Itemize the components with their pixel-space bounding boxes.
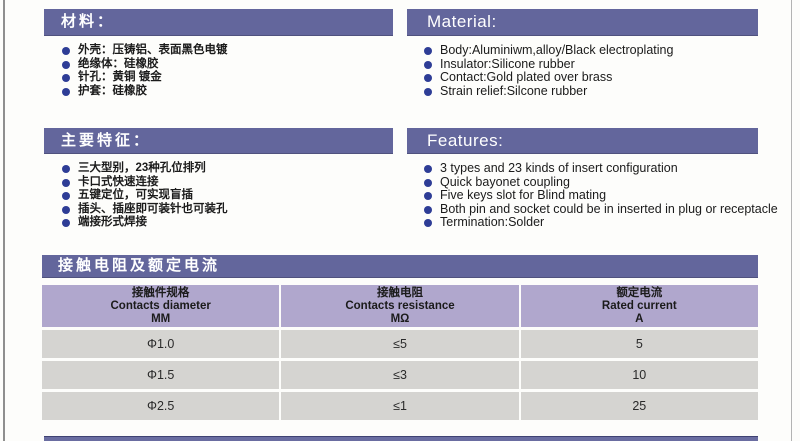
list-item: 插头、插座即可装针也可装孔: [62, 203, 228, 217]
next-section-bar-cutoff: [44, 436, 758, 441]
list-item: 绝缘体：硅橡胶: [62, 58, 228, 72]
materials-list-en: Body:Aluminiwm,alloy/Black electroplatin…: [424, 43, 673, 99]
header-line-unit: A: [635, 312, 644, 325]
table-header-rated-current: 额定电流 Rated current A: [520, 285, 758, 327]
list-item: Strain relief:Silcone rubber: [424, 84, 673, 99]
table-cell-current: 25: [520, 392, 758, 420]
list-item: 五键定位，可实现盲插: [62, 189, 228, 203]
list-item: 端接形式焊接: [62, 216, 228, 230]
list-item: Quick bayonet coupling: [424, 175, 778, 190]
table-cell-resistance: ≤5: [281, 330, 519, 358]
section-header-resistance-current: 接触电阻及额定电流: [42, 255, 758, 278]
list-item: Both pin and socket could be in inserted…: [424, 202, 778, 217]
header-line-unit: MΩ: [390, 312, 410, 325]
list-item: 3 types and 23 kinds of insert configura…: [424, 161, 778, 176]
header-line-en: Contacts diameter: [110, 299, 211, 312]
list-item: 三大型别，23种孔位排列: [62, 162, 228, 176]
list-item: 针孔：黄铜 镀金: [62, 71, 228, 85]
materials-list-cn: 外壳：压铸铝、表面黑色电镀 绝缘体：硅橡胶 针孔：黄铜 镀金 护套：硅橡胶: [62, 44, 228, 98]
list-item: 外壳：压铸铝、表面黑色电镀: [62, 44, 228, 58]
features-list-en: 3 types and 23 kinds of insert configura…: [424, 161, 778, 230]
table-cell-current: 5: [520, 330, 758, 358]
table-cell-resistance: ≤1: [281, 392, 519, 420]
table-cell-resistance: ≤3: [281, 361, 519, 389]
header-line-en: Contacts resistance: [345, 299, 455, 312]
list-item: Contact:Gold plated over brass: [424, 71, 673, 85]
resistance-current-table: 接触件规格 Contacts diameter MM 接触电阻 Contacts…: [42, 285, 758, 420]
section-header-features-cn: 主要特征：: [44, 128, 393, 154]
section-header-materials-cn: 材料：: [44, 9, 393, 36]
list-item: 护套：硅橡胶: [62, 85, 228, 99]
table-header-contacts-diameter: 接触件规格 Contacts diameter MM: [42, 285, 280, 327]
list-item: Five keys slot for Blind mating: [424, 189, 778, 203]
table-cell-diameter: Φ2.5: [42, 392, 280, 420]
table-cell-diameter: Φ1.5: [42, 361, 280, 389]
list-item: 卡口式快速连接: [62, 176, 228, 190]
table-header-contacts-resistance: 接触电阻 Contacts resistance MΩ: [281, 285, 519, 327]
header-line-unit: MM: [151, 312, 171, 325]
page-border-left: [3, 0, 5, 441]
section-header-materials-en: Material:: [407, 9, 758, 36]
header-line-en: Rated current: [601, 299, 677, 312]
features-list-cn: 三大型别，23种孔位排列 卡口式快速连接 五键定位，可实现盲插 插头、插座即可装…: [62, 162, 228, 230]
list-item: Termination:Solder: [424, 216, 778, 230]
header-line-cn: 额定电流: [616, 286, 663, 299]
table-cell-diameter: Φ1.0: [42, 330, 280, 358]
header-line-cn: 接触件规格: [131, 286, 190, 299]
list-item: Insulator:Silicone rubber: [424, 57, 673, 72]
header-line-cn: 接触电阻: [376, 286, 423, 299]
page-border-right: [791, 0, 792, 441]
list-item: Body:Aluminiwm,alloy/Black electroplatin…: [424, 43, 673, 58]
table-cell-current: 10: [520, 361, 758, 389]
section-header-features-en: Features:: [407, 128, 758, 154]
